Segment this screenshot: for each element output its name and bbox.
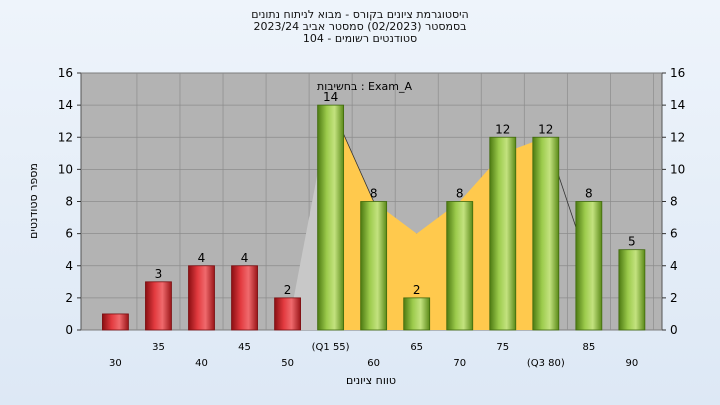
chart-title-line-3: סטודנטים רשומים - 104 [302,32,418,45]
bar-30 [102,313,129,331]
bars [102,104,646,331]
chart-title-line-2: בסמסטר (02/2023) סמסטר אביב 2023/24 [253,20,467,33]
y-tick-label-right: 0 [670,323,678,337]
x-tick-label: (Q1 55) [312,342,350,353]
data-label: 12 [495,122,510,136]
x-tick-label: 90 [626,358,639,369]
bar-70 [446,201,474,331]
data-label: 4 [198,251,206,265]
x-tick-label: 40 [195,358,208,369]
x-axis: 30 35 40 45 50 (Q1 55) 60 65 70 75 (Q3 80) 85 90 [109,342,638,369]
y-tick-label: 6 [65,227,73,241]
chart-titles: היסטוגרמת ציונים בקורס - מבוא לניתוח נתו… [0,9,720,45]
data-label: 5 [628,235,636,249]
bar-45 [231,265,258,331]
bar-q155 [317,104,345,331]
data-label: 8 [456,187,464,201]
y-tick-label-right: 12 [670,130,685,144]
bar-60 [360,201,388,331]
bar-85 [575,201,603,331]
y-tick-label-right: 2 [670,291,678,305]
chart-title-line-1: היסטוגרמת ציונים בקורס - מבוא לניתוח נתו… [251,8,469,21]
x-tick-label: 50 [281,358,294,369]
y-tick-label: 2 [65,291,73,305]
bar-40 [188,265,215,331]
bar-90 [618,249,646,331]
bar-50 [274,297,301,331]
bar-75 [489,136,517,331]
y-tick-label: 16 [58,66,73,80]
data-label: 4 [241,251,249,265]
y-tick-label: 0 [65,323,73,337]
y-tick-label-right: 14 [670,98,685,112]
y-axis-label: מספר סטודנטים [27,163,40,239]
data-label: 12 [538,122,553,136]
y-axis-right: 0 2 4 6 8 10 12 14 16 [662,66,685,337]
y-tick-label-right: 6 [670,227,678,241]
y-tick-label-right: 4 [670,259,678,273]
y-tick-label: 10 [58,162,73,176]
y-tick-label: 4 [65,259,73,273]
bar-35 [145,281,172,331]
y-tick-label: 14 [58,98,73,112]
x-tick-label: 60 [367,358,380,369]
x-tick-label: 35 [152,342,165,353]
y-axis-left: 0 2 4 6 8 10 12 14 16 [58,66,81,337]
y-tick-label: 8 [65,195,73,209]
y-tick-label-right: 16 [670,66,685,80]
data-label: 3 [155,267,163,281]
bar-65 [403,297,431,331]
x-tick-label: 30 [109,358,122,369]
x-tick-label: 70 [453,358,466,369]
x-tick-label: 75 [496,342,509,353]
x-axis-label: טווח ציונים [346,374,396,387]
x-tick-label: 65 [410,342,423,353]
y-tick-label-right: 10 [670,162,685,176]
data-label: 2 [284,283,292,297]
y-tick-label: 12 [58,130,73,144]
data-labels: 3 4 4 2 14 8 2 8 12 12 8 5 [155,90,636,297]
x-tick-label: 85 [582,342,595,353]
bar-q380 [532,136,560,331]
data-label: 14 [323,90,338,104]
y-tick-label-right: 8 [670,195,678,209]
data-label: 8 [585,187,593,201]
x-tick-label: (Q3 80) [527,358,565,369]
data-label: 2 [413,283,421,297]
x-tick-label: 45 [238,342,251,353]
data-label: 8 [370,187,378,201]
chart-annotation: בחשיבות : Exam_A [317,80,413,93]
